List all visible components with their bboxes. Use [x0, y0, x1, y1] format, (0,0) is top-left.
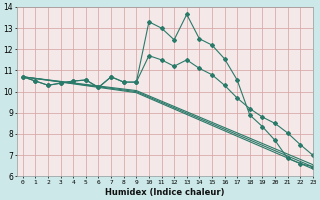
X-axis label: Humidex (Indice chaleur): Humidex (Indice chaleur) — [105, 188, 224, 197]
